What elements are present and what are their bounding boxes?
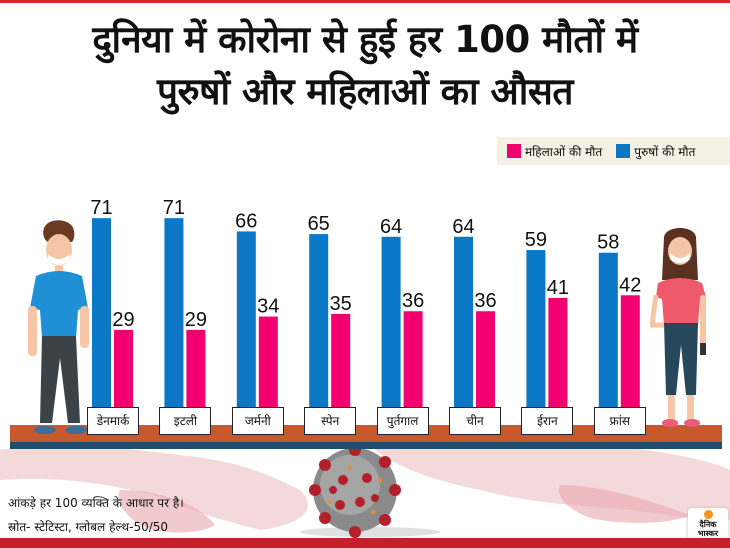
value-label-men-4: 64 <box>380 216 402 238</box>
chart-title: दुनिया में कोरोना से हुई हर 100 मौतों मे… <box>0 14 730 118</box>
logo-sun-icon <box>703 510 713 519</box>
bar-women-6 <box>548 297 568 407</box>
value-label-women-6: 41 <box>547 277 569 299</box>
bar-women-7 <box>620 295 640 407</box>
value-label-women-3: 35 <box>330 293 352 315</box>
bar-women-4 <box>403 311 423 407</box>
woman-with-mask-icon <box>650 228 706 427</box>
category-label-4: पुर्तगाल <box>376 407 429 435</box>
top-red-bar <box>0 0 730 3</box>
value-label-women-5: 36 <box>474 290 496 312</box>
value-label-men-6: 59 <box>525 229 547 251</box>
value-label-women-4: 36 <box>402 290 424 312</box>
value-label-women-2: 34 <box>257 296 279 318</box>
legend-label-women: महिलाओं की मौत <box>525 144 603 159</box>
title-line-1: दुनिया में कोरोना से हुई हर 100 मौतों मे… <box>92 18 638 61</box>
bar-men-7 <box>598 252 618 407</box>
bar-men-0 <box>92 218 111 407</box>
bar-men-1 <box>164 218 184 407</box>
logo-line-2: भास्कर <box>697 529 719 538</box>
world-map-icon <box>0 438 730 537</box>
bar-women-2 <box>258 316 278 407</box>
bar-men-4 <box>381 236 401 407</box>
chart-legend: महिलाओं की मौत पुरुषों की मौत <box>497 137 730 165</box>
source-note: स्रोत- स्टेटिस्टा, ग्लोबल हेल्थ-50/50 <box>8 520 169 534</box>
category-label-5: चीन <box>449 407 501 435</box>
man-with-mask-icon <box>28 220 89 434</box>
value-label-women-0: 29 <box>112 309 134 331</box>
value-label-men-2: 66 <box>235 210 257 232</box>
value-label-men-3: 65 <box>308 213 330 235</box>
value-label-men-5: 64 <box>452 216 474 238</box>
data-note: आंकड़े हर 100 व्यक्ति के आधार पर है। <box>8 496 184 510</box>
value-label-women-7: 42 <box>619 274 641 296</box>
value-label-men-7: 58 <box>597 232 619 254</box>
category-label-2: जर्मनी <box>231 407 284 435</box>
logo-line-1: दैनिक <box>699 520 717 529</box>
category-label-3: स्पेन <box>304 407 357 435</box>
category-label-0: डेनमार्क <box>87 407 139 435</box>
bar-men-6 <box>526 250 546 407</box>
category-label-7: फ्रांस <box>593 407 646 435</box>
bottom-red-bar <box>0 538 730 548</box>
bar-women-1 <box>186 329 206 407</box>
category-label-1: इटली <box>159 407 212 435</box>
bar-men-3 <box>309 234 329 407</box>
coronavirus-icon <box>309 444 401 538</box>
legend-swatch-women <box>507 144 521 158</box>
bar-women-5 <box>476 311 495 407</box>
value-label-men-1: 71 <box>163 197 185 219</box>
bar-men-5 <box>454 236 473 407</box>
value-label-men-0: 71 <box>90 197 112 219</box>
category-label-6: ईरान <box>521 407 574 435</box>
title-line-2: पुरुषों और महिलाओं का औसत <box>157 70 573 113</box>
legend-label-men: पुरुषों की मौत <box>634 144 696 159</box>
bar-women-0 <box>114 329 133 407</box>
platform-shelf-edge <box>10 442 722 449</box>
legend-swatch-men <box>616 144 631 158</box>
bar-men-2 <box>236 231 256 407</box>
bar-women-3 <box>331 313 351 407</box>
value-label-women-1: 29 <box>185 309 207 331</box>
